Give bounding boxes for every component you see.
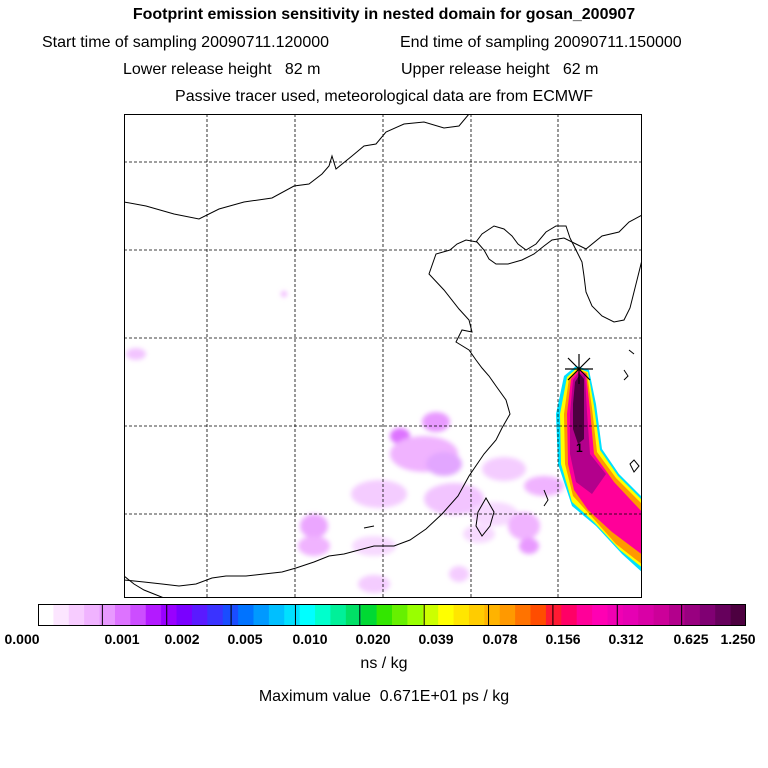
- colorbar-cell: [376, 604, 393, 626]
- colorbar-cell: [238, 604, 255, 626]
- colorbar-cell: [499, 604, 516, 626]
- colorbar-tick-6: 0.039: [418, 631, 454, 647]
- colorbar-cell: [422, 604, 439, 626]
- colorbar-tick-7: 0.078: [482, 631, 518, 647]
- lat-lon-grid: [124, 114, 642, 598]
- colorbar-cell: [607, 604, 624, 626]
- colorbar-unit: ns / kg: [360, 655, 408, 672]
- colorbar-cell: [253, 604, 270, 626]
- colorbar-cell: [730, 604, 746, 626]
- colorbar-cell: [653, 604, 670, 626]
- colorbar-cell: [284, 604, 301, 626]
- colorbar-cell: [114, 604, 131, 626]
- colorbar-tick-8: 0.156: [545, 631, 581, 647]
- colorbar-cell: [622, 604, 639, 626]
- colorbar-cell: [576, 604, 593, 626]
- tracer-note: Passive tracer used, meteorological data…: [175, 88, 593, 105]
- colorbar-cell: [99, 604, 116, 626]
- colorbar-cell: [268, 604, 285, 626]
- release-site-marker: [565, 354, 593, 384]
- colorbar-tick-1: 0.001: [104, 631, 140, 647]
- colorbar-tick-3: 0.005: [227, 631, 263, 647]
- colorbar-tick-10: 0.625: [673, 631, 709, 647]
- colorbar-cell: [330, 604, 347, 626]
- colorbar-tick-5: 0.020: [355, 631, 391, 647]
- colorbar-tick-9: 0.312: [608, 631, 644, 647]
- footprint-map: 1: [124, 114, 642, 598]
- map-frame: [124, 114, 642, 598]
- colorbar-cell: [361, 604, 378, 626]
- colorbar-cells: [38, 604, 746, 626]
- end-time-label: End time of sampling 20090711.150000: [400, 34, 682, 51]
- plot-title: Footprint emission sensitivity in nested…: [132, 6, 636, 23]
- colorbar-cell: [561, 604, 578, 626]
- colorbar-cell: [515, 604, 532, 626]
- colorbar-cell: [191, 604, 208, 626]
- colorbar-cell: [468, 604, 485, 626]
- colorbar-cell: [53, 604, 70, 626]
- colorbar-cell: [699, 604, 716, 626]
- colorbar-tick-2: 0.002: [164, 631, 200, 647]
- colorbar-cell: [438, 604, 455, 626]
- colorbar-cell: [453, 604, 470, 626]
- release-label: 1: [576, 441, 583, 455]
- colorbar-cell: [592, 604, 609, 626]
- colorbar-cell: [315, 604, 332, 626]
- colorbar-cell: [530, 604, 547, 626]
- colorbar-cell: [84, 604, 101, 626]
- colorbar-cell: [38, 604, 54, 626]
- low-sensitivity-patches: [126, 291, 564, 593]
- start-time-label: Start time of sampling 20090711.120000: [42, 34, 330, 51]
- colorbar-cell: [130, 604, 147, 626]
- colorbar-tick-11: 1.250: [720, 631, 756, 647]
- maximum-value: Maximum value 0.671E+01 ps / kg: [258, 688, 510, 705]
- colorbar-cell: [176, 604, 193, 626]
- colorbar-cell: [299, 604, 316, 626]
- colorbar-cell: [145, 604, 162, 626]
- colorbar-cell: [484, 604, 501, 626]
- colorbar-cell: [345, 604, 362, 626]
- colorbar-cell: [545, 604, 562, 626]
- colorbar-cell: [68, 604, 85, 626]
- colorbar-cell: [207, 604, 224, 626]
- colorbar-tick-4: 0.010: [292, 631, 328, 647]
- colorbar-cell: [715, 604, 732, 626]
- colorbar-cell: [669, 604, 686, 626]
- colorbar-cell: [638, 604, 655, 626]
- colorbar-cell: [407, 604, 424, 626]
- upper-release-height: Upper release height 62 m: [401, 61, 599, 78]
- colorbar-cell: [161, 604, 178, 626]
- lower-release-height: Lower release height 82 m: [123, 61, 321, 78]
- colorbar-cell: [684, 604, 701, 626]
- colorbar-cell: [392, 604, 408, 626]
- footprint-plume: [556, 366, 642, 573]
- colorbar-tick-0: 0.000: [4, 631, 40, 647]
- colorbar: [38, 604, 746, 626]
